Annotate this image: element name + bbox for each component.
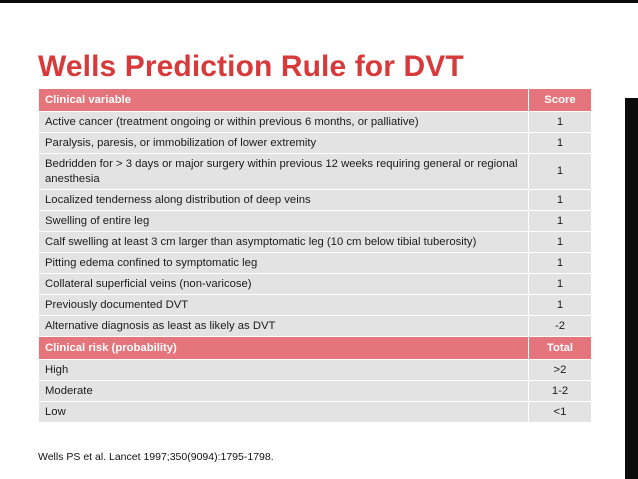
table-row: Pitting edema confined to symptomatic le… [38, 252, 592, 274]
row-variable: Swelling of entire leg [38, 210, 529, 232]
table-header-row: Clinical variable Score [38, 88, 592, 112]
row-score: 1 [528, 111, 592, 133]
row-variable: Active cancer (treatment ongoing or with… [38, 111, 529, 133]
row-variable: Collateral superficial veins (non-varico… [38, 273, 529, 295]
row-variable: Pitting edema confined to symptomatic le… [38, 252, 529, 274]
row-variable: Paralysis, paresis, or immobilization of… [38, 132, 529, 154]
row-score: 1 [528, 189, 592, 211]
risk-total: <1 [528, 401, 592, 423]
row-variable: Bedridden for > 3 days or major surgery … [38, 153, 529, 190]
slide-title: Wells Prediction Rule for DVT [38, 50, 464, 83]
row-score: 1 [528, 294, 592, 316]
row-score: -2 [528, 315, 592, 337]
row-score: 1 [528, 273, 592, 295]
risk-label: High [38, 359, 529, 381]
risk-row: High >2 [38, 359, 592, 381]
risk-row: Low <1 [38, 401, 592, 423]
wells-score-table: Clinical variable Score Active cancer (t… [38, 88, 592, 423]
risk-label: Low [38, 401, 529, 423]
row-score: 1 [528, 210, 592, 232]
header-score: Score [528, 88, 592, 112]
citation: Wells PS et al. Lancet 1997;350(9094):17… [38, 451, 274, 463]
header-clinical-variable: Clinical variable [38, 88, 529, 112]
risk-total: 1-2 [528, 380, 592, 402]
row-score: 1 [528, 132, 592, 154]
row-score: 1 [528, 153, 592, 190]
table-row: Alternative diagnosis as least as likely… [38, 315, 592, 337]
table-row: Collateral superficial veins (non-varico… [38, 273, 592, 295]
row-score: 1 [528, 252, 592, 274]
risk-total: >2 [528, 359, 592, 381]
row-variable: Localized tenderness along distribution … [38, 189, 529, 211]
table-row: Previously documented DVT 1 [38, 294, 592, 316]
risk-row: Moderate 1-2 [38, 380, 592, 402]
row-variable: Previously documented DVT [38, 294, 529, 316]
table-row: Localized tenderness along distribution … [38, 189, 592, 211]
table-row: Calf swelling at least 3 cm larger than … [38, 231, 592, 253]
row-variable: Alternative diagnosis as least as likely… [38, 315, 529, 337]
row-variable: Calf swelling at least 3 cm larger than … [38, 231, 529, 253]
row-score: 1 [528, 231, 592, 253]
header-total: Total [528, 336, 592, 360]
risk-header-row: Clinical risk (probability) Total [38, 336, 592, 360]
top-rule [0, 0, 638, 3]
table-row: Bedridden for > 3 days or major surgery … [38, 153, 592, 190]
table-row: Active cancer (treatment ongoing or with… [38, 111, 592, 133]
table-row: Paralysis, paresis, or immobilization of… [38, 132, 592, 154]
table-row: Swelling of entire leg 1 [38, 210, 592, 232]
right-edge-bar [625, 98, 638, 479]
header-clinical-risk: Clinical risk (probability) [38, 336, 529, 360]
risk-label: Moderate [38, 380, 529, 402]
